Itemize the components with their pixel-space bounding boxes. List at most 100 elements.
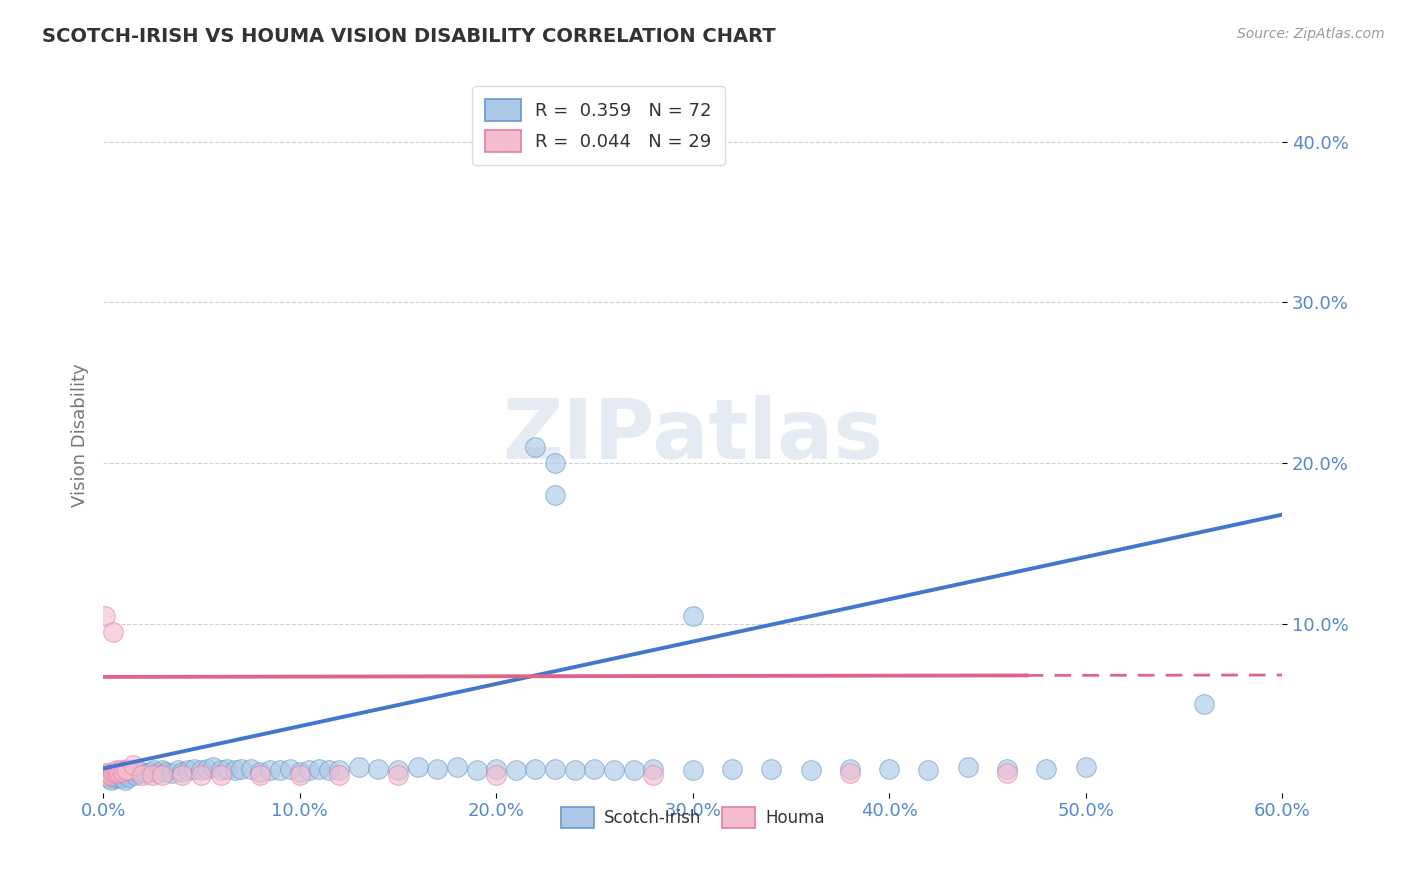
Point (259, 763, 281, 777)
Point (761, 762, 783, 776)
Point (367, 762, 389, 776)
Point (190, 763, 212, 777)
Point (190, 768, 212, 782)
Point (956, 760, 979, 774)
Point (170, 768, 193, 782)
Point (160, 766, 183, 780)
Point (426, 762, 449, 776)
Point (544, 456, 567, 470)
Point (838, 762, 860, 776)
Point (155, 764, 177, 779)
Point (115, 768, 138, 782)
Point (524, 440, 547, 454)
Point (643, 768, 665, 782)
Point (108, 768, 131, 782)
Point (995, 766, 1018, 780)
Point (328, 763, 350, 777)
Point (128, 766, 150, 780)
Point (239, 762, 262, 776)
Point (387, 763, 409, 777)
Point (524, 762, 547, 776)
Point (150, 768, 173, 782)
Point (131, 764, 153, 779)
Point (288, 768, 311, 782)
Text: Source: ZipAtlas.com: Source: ZipAtlas.com (1237, 27, 1385, 41)
Point (110, 763, 132, 777)
Point (838, 766, 860, 780)
Point (94, 766, 117, 780)
Point (485, 762, 508, 776)
Point (229, 762, 252, 776)
Point (141, 768, 163, 782)
Point (202, 760, 225, 774)
Point (209, 768, 232, 782)
Point (682, 763, 704, 777)
Point (146, 766, 169, 780)
Point (135, 766, 157, 780)
Point (108, 764, 131, 779)
Point (682, 608, 704, 623)
Point (139, 764, 162, 779)
Point (183, 762, 205, 776)
Point (105, 766, 128, 780)
Point (176, 763, 198, 777)
Point (643, 762, 665, 776)
Point (249, 768, 271, 782)
Point (721, 762, 744, 776)
Point (224, 763, 246, 777)
Point (1192, 698, 1215, 712)
Point (505, 763, 527, 777)
Point (114, 763, 136, 777)
Point (100, 772, 122, 787)
Point (170, 764, 193, 779)
Y-axis label: Vision Disability: Vision Disability (72, 363, 89, 507)
Point (485, 768, 508, 782)
Point (877, 762, 900, 776)
Point (215, 762, 238, 776)
Point (166, 763, 188, 777)
Point (623, 119, 645, 133)
Point (288, 764, 311, 779)
Point (298, 763, 321, 777)
Legend: Scotch-Irish, Houma: Scotch-Irish, Houma (554, 801, 831, 834)
Point (121, 766, 143, 780)
Text: ZIPatlas: ZIPatlas (502, 394, 883, 475)
Point (800, 763, 823, 777)
Point (195, 762, 218, 776)
Point (110, 771, 132, 785)
Point (94, 608, 117, 623)
Point (124, 768, 146, 782)
Point (544, 488, 567, 502)
Point (101, 768, 124, 782)
Point (564, 763, 586, 777)
Point (150, 763, 173, 777)
Point (105, 770, 128, 784)
Point (308, 762, 330, 776)
Point (347, 760, 370, 774)
Text: SCOTCH-IRISH VS HOUMA VISION DISABILITY CORRELATION CHART: SCOTCH-IRISH VS HOUMA VISION DISABILITY … (42, 27, 776, 45)
Point (115, 763, 138, 777)
Point (96, 768, 118, 782)
Point (446, 760, 468, 774)
Point (98, 771, 121, 785)
Point (111, 764, 134, 779)
Point (387, 768, 409, 782)
Point (1035, 762, 1057, 776)
Point (101, 624, 124, 639)
Point (121, 758, 143, 772)
Point (104, 764, 127, 779)
Point (623, 763, 645, 777)
Point (105, 763, 128, 777)
Point (995, 762, 1018, 776)
Point (465, 763, 488, 777)
Point (96, 770, 118, 784)
Point (278, 762, 301, 776)
Point (583, 762, 606, 776)
Point (1074, 760, 1097, 774)
Point (98, 766, 121, 780)
Point (917, 763, 939, 777)
Point (118, 770, 141, 784)
Point (269, 763, 291, 777)
Point (143, 763, 166, 777)
Point (101, 766, 124, 780)
